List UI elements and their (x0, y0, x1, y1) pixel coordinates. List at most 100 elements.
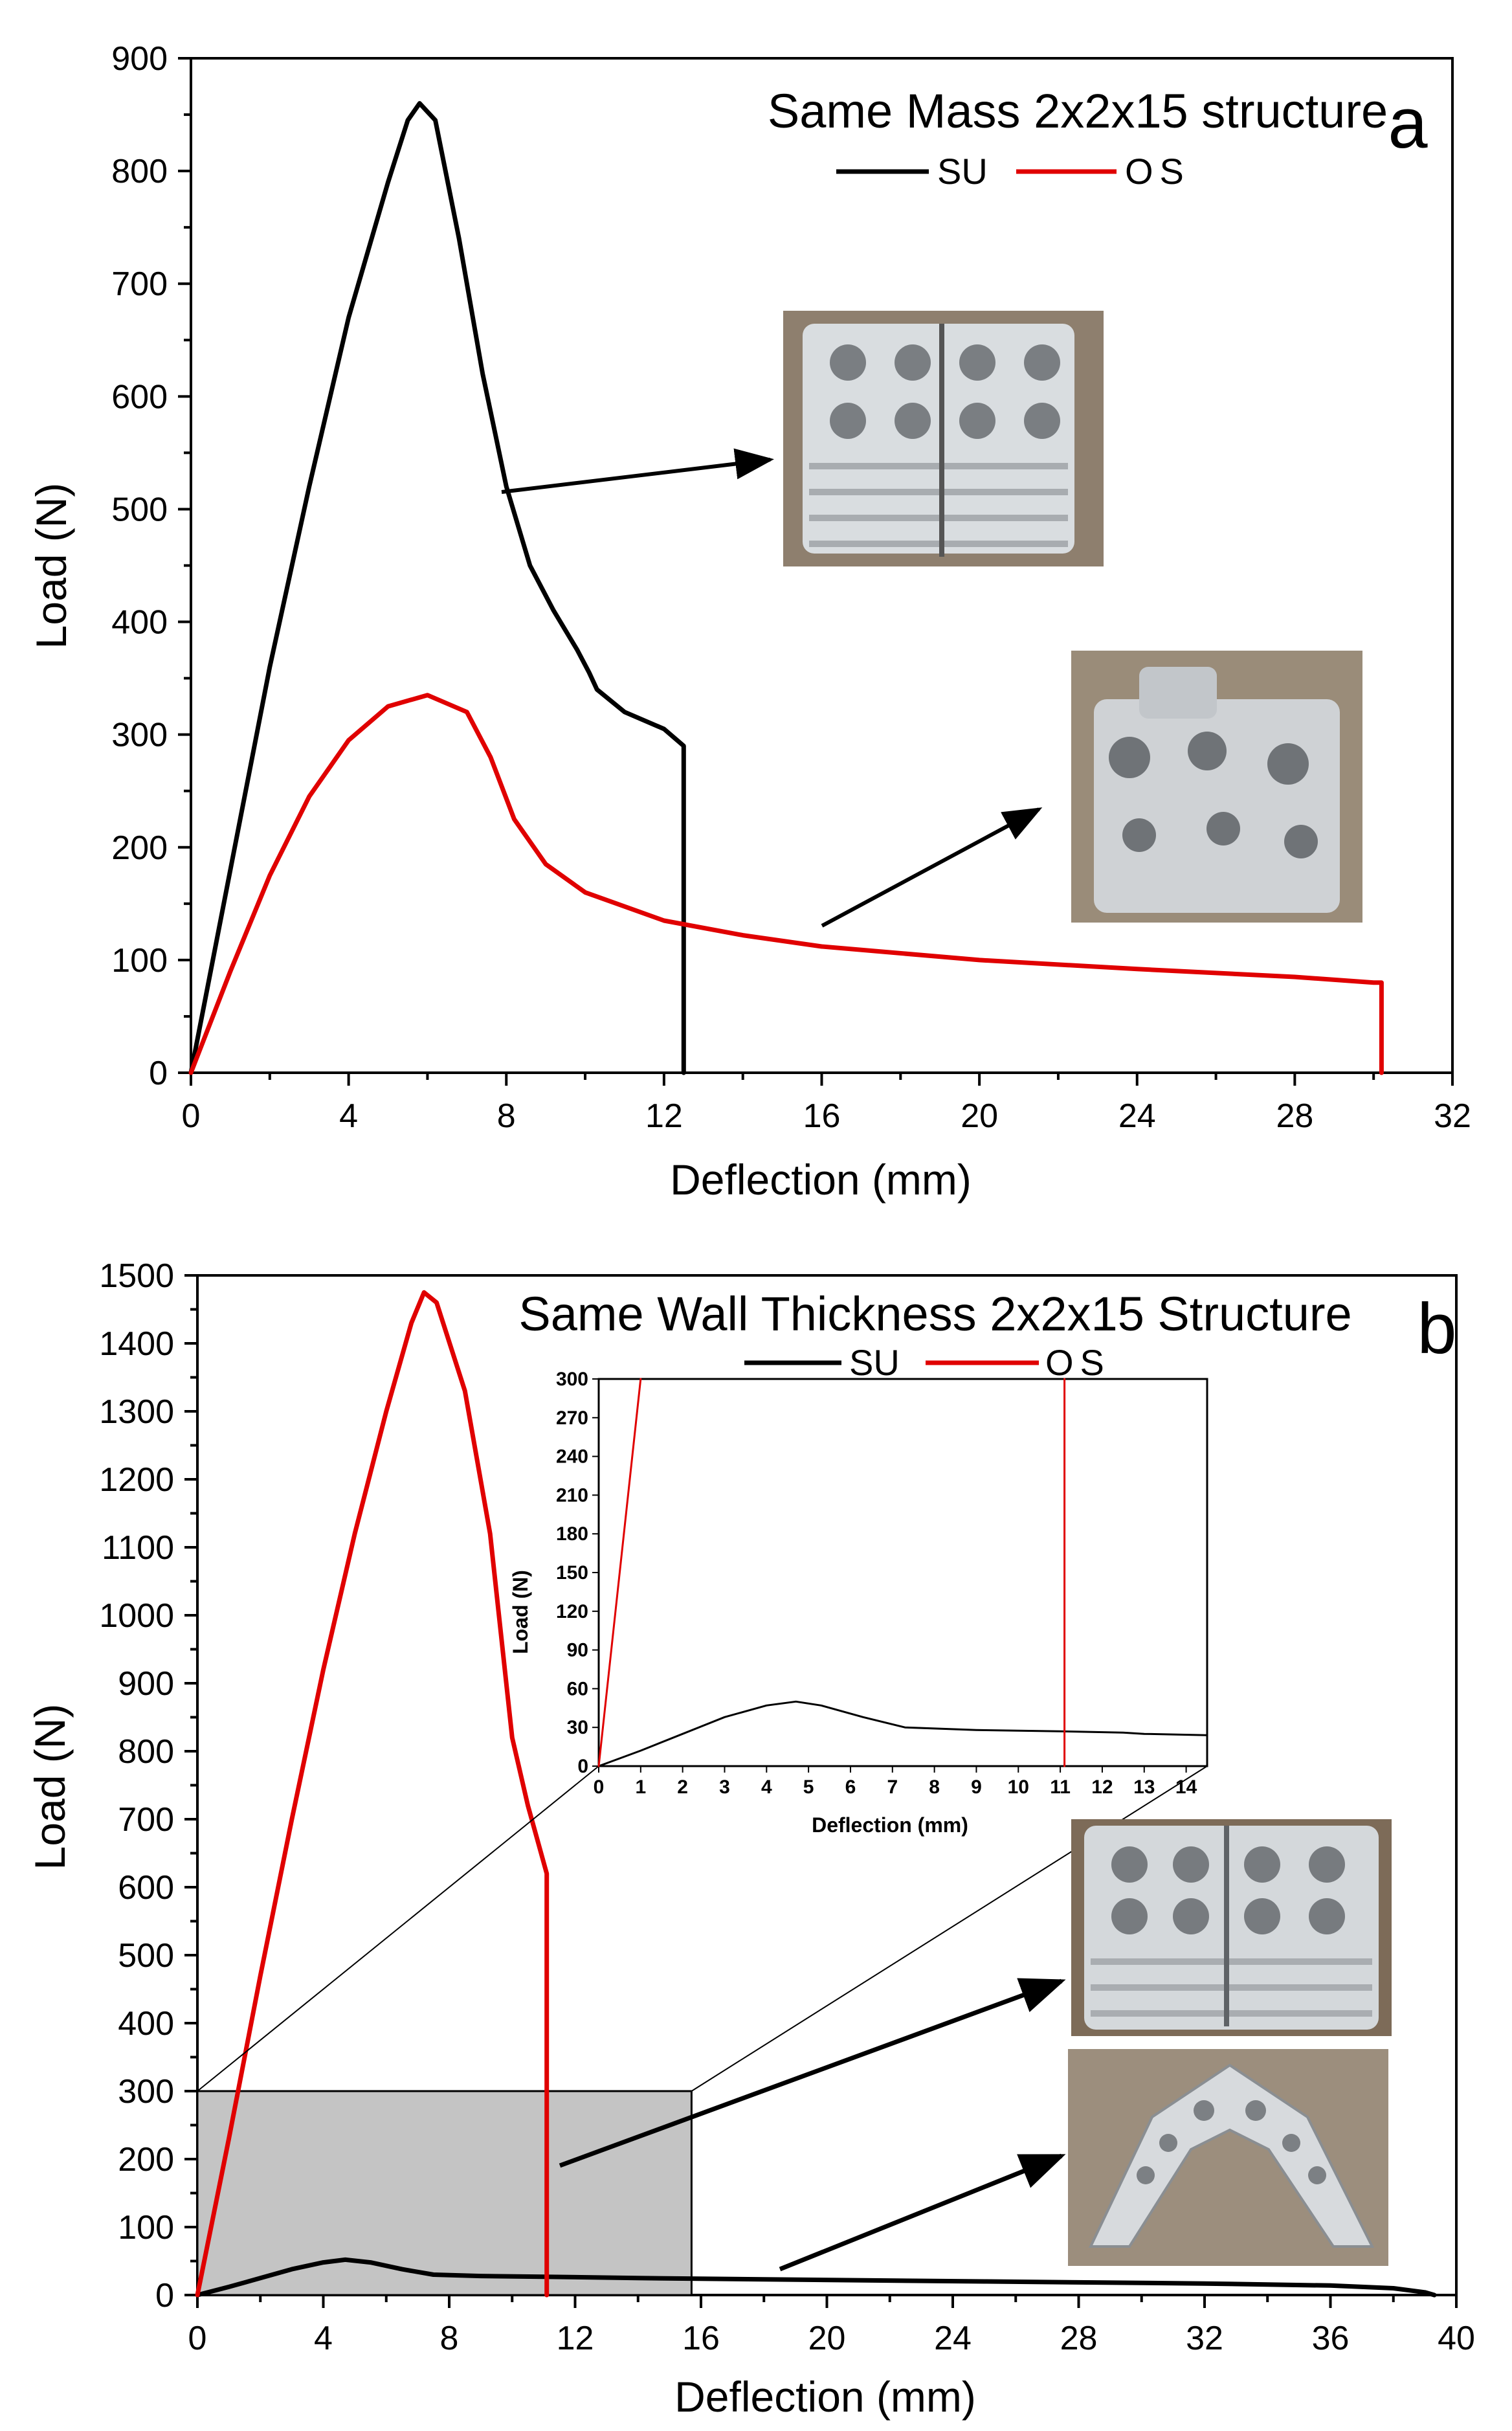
legend-label-su: SU (937, 151, 988, 192)
y-tick-label: 240 (556, 1446, 588, 1468)
x-tick-label: 0 (182, 1097, 201, 1135)
y-tick-label: 270 (556, 1407, 588, 1429)
x-tick-label: 0 (188, 2320, 207, 2357)
arrow-b-os (559, 1978, 1066, 2168)
y-tick-label: 120 (556, 1601, 588, 1622)
panel-b-ticks: 0 4 8 12 16 20 24 28 32 36 40010020030040050060070… (99, 1257, 1475, 2357)
series-os-line (195, 1290, 550, 2298)
y-tick-label: 600 (118, 1869, 174, 1907)
panel-a-ylabel: Load (N) (27, 483, 75, 649)
x-tick-label: 24 (934, 2320, 972, 2357)
x-tick-label: 28 (1060, 2320, 1098, 2357)
zoom-connector-left (197, 1765, 599, 2092)
x-tick-label: 0 (594, 1776, 605, 1798)
y-tick-label: 0 (577, 1756, 588, 1777)
series-os-line (188, 693, 1384, 1075)
y-tick-label: 1300 (99, 1393, 174, 1431)
y-tick-label: 500 (118, 1937, 174, 1975)
x-tick-label: 10 (1008, 1776, 1029, 1798)
series-os-line (597, 1378, 642, 1767)
panel-b-xlabel: Deflection (mm) (674, 2373, 976, 2421)
panel-b-letter: b (1417, 1289, 1456, 1369)
y-tick-label: 1100 (102, 1529, 174, 1567)
x-tick-label: 8 (440, 2320, 459, 2357)
arrow-a-su (501, 448, 774, 494)
inset-series (597, 1378, 1208, 1767)
y-tick-label: 800 (111, 153, 168, 190)
x-tick-label: 40 (1438, 2320, 1475, 2357)
inset-chart: 0 1 2 3 4 5 6 7 8 9 10 11 12 13 1403060901201501802102… (509, 1369, 1208, 1837)
legend-label-su: SU (849, 1342, 900, 1383)
y-tick-label: 30 (567, 1717, 588, 1738)
panel-a-series (188, 101, 1384, 1075)
os-specimen-photo (1071, 651, 1362, 923)
x-tick-label: 12 (645, 1097, 683, 1135)
y-tick-label: 90 (567, 1640, 588, 1661)
y-tick-label: 700 (118, 1801, 174, 1839)
x-tick-label: 4 (314, 2320, 333, 2357)
arrow-b-su (779, 2153, 1066, 2272)
legend-label-os: OS (1045, 1342, 1111, 1383)
panel-a-chart: 0 4 8 12 16 20 24 28 32 0 100 200 300 400 500 600 700 800… (27, 40, 1471, 1204)
y-tick-label: 300 (118, 2073, 174, 2111)
y-tick-label: 150 (556, 1562, 588, 1584)
x-tick-label: 7 (887, 1776, 898, 1798)
os-specimen-photo (1068, 2049, 1388, 2266)
inset-ylabel: Load (N) (509, 1570, 532, 1654)
y-tick-label: 210 (556, 1484, 588, 1506)
arrow-a-os (821, 807, 1043, 928)
y-tick-label: 900 (111, 40, 168, 78)
x-tick-label: 4 (339, 1097, 358, 1135)
y-tick-label: 1400 (99, 1325, 174, 1363)
x-tick-label: 20 (961, 1097, 998, 1135)
y-tick-label: 800 (118, 1733, 174, 1771)
panel-b-legend: SU OS (744, 1342, 1111, 1383)
x-tick-label: 8 (497, 1097, 516, 1135)
legend-label-os: OS (1125, 151, 1190, 192)
panel-a-legend: SU OS (836, 151, 1190, 192)
y-tick-label: 60 (567, 1678, 588, 1699)
y-tick-label: 200 (111, 829, 168, 867)
zoom-region-box (196, 2090, 693, 2296)
panel-a-xlabel: Deflection (mm) (670, 1156, 972, 1204)
x-tick-label: 12 (1091, 1776, 1113, 1798)
x-tick-label: 5 (803, 1776, 814, 1798)
y-tick-label: 180 (556, 1523, 588, 1545)
panel-a-ticks: 0 4 8 12 16 20 24 28 32 0 100 200 300 400 500 600 700 800… (111, 40, 1471, 1135)
inset-frame (597, 1378, 1208, 1767)
panel-a-title: Same Mass 2x2x15 structure (768, 84, 1388, 138)
y-tick-label: 900 (118, 1665, 174, 1703)
x-tick-label: 6 (845, 1776, 856, 1798)
series-su-line (188, 101, 686, 1075)
y-tick-label: 0 (149, 1055, 168, 1092)
x-tick-label: 8 (929, 1776, 940, 1798)
x-tick-label: 9 (971, 1776, 982, 1798)
y-tick-label: 1200 (99, 1461, 174, 1499)
y-tick-label: 300 (111, 717, 168, 754)
inset-xlabel: Deflection (mm) (812, 1813, 968, 1837)
x-tick-label: 32 (1434, 1097, 1471, 1135)
panel-b-title: Same Wall Thickness 2x2x15 Structure (518, 1287, 1351, 1341)
su-specimen-photo (1071, 1819, 1392, 2036)
su-specimen-photo (783, 311, 1104, 566)
y-tick-label: 200 (118, 2141, 174, 2179)
y-tick-label: 1500 (99, 1257, 174, 1295)
y-tick-label: 500 (111, 491, 168, 528)
x-tick-label: 28 (1276, 1097, 1313, 1135)
series-su-line (597, 1700, 1208, 1767)
x-tick-label: 3 (719, 1776, 730, 1798)
y-tick-label: 600 (111, 378, 168, 416)
panel-b-ylabel: Load (N) (26, 1704, 74, 1870)
y-tick-label: 100 (118, 2209, 174, 2246)
panel-b-chart: 0 4 8 12 16 20 24 28 32 36 40010020030040050060070… (26, 1257, 1475, 2421)
x-tick-label: 20 (808, 2320, 846, 2357)
y-tick-label: 400 (111, 604, 168, 642)
x-tick-label: 16 (803, 1097, 841, 1135)
y-tick-label: 1000 (99, 1597, 174, 1635)
y-tick-label: 0 (155, 2277, 174, 2314)
x-tick-label: 13 (1133, 1776, 1155, 1798)
inset-ticks: 0 1 2 3 4 5 6 7 8 9 10 11 12 13 1403060901201501802102… (556, 1369, 1197, 1798)
series-su-line (195, 2257, 1437, 2298)
y-tick-label: 700 (111, 265, 168, 303)
